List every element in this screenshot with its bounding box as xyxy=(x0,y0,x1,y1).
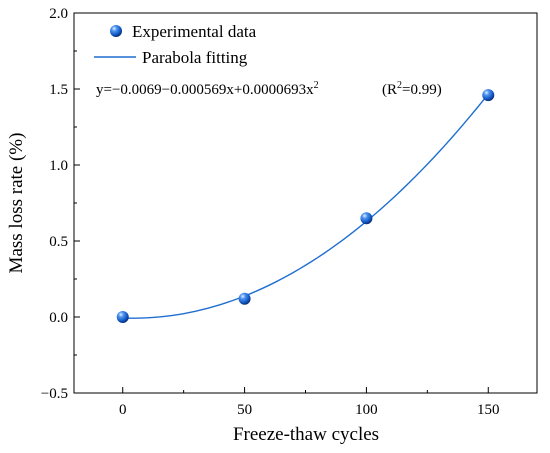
legend-label-experimental: Experimental data xyxy=(132,22,257,41)
fit-equation-text: y=−0.0069−0.000569x+0.0000693x2 xyxy=(96,80,319,98)
r-squared-exponent: 2 xyxy=(397,80,402,91)
y-tick-label: 1.0 xyxy=(49,158,68,174)
y-tick-label: 0.0 xyxy=(49,310,68,326)
y-tick-label: 0.5 xyxy=(49,234,68,250)
fit-equation-body: y=−0.0069−0.000569x+0.0000693x xyxy=(96,82,314,98)
y-axis-ticks: −0.5 0.0 0.5 1.0 1.5 2.0 xyxy=(41,6,80,402)
data-point xyxy=(482,89,495,102)
x-axis-ticks: 0 50 100 150 xyxy=(119,387,500,418)
x-tick-label: 150 xyxy=(477,402,500,418)
x-tick-label: 0 xyxy=(119,402,127,418)
y-tick-label: 2.0 xyxy=(49,6,68,22)
fit-equation: y=−0.0069−0.000569x+0.0000693x2 (R2=0.99… xyxy=(96,80,442,98)
y-tick-label: 1.5 xyxy=(49,82,68,98)
data-point xyxy=(360,212,373,225)
fit-curve-line xyxy=(122,93,489,319)
r-squared-open: (R xyxy=(382,82,397,98)
legend-label-fitting: Parabola fitting xyxy=(142,48,248,67)
legend-marker-experimental xyxy=(110,25,122,37)
legend: Experimental data Parabola fitting xyxy=(94,22,257,67)
x-tick-label: 50 xyxy=(237,402,252,418)
x-tick-label: 100 xyxy=(355,402,378,418)
r-squared-close: =0.99) xyxy=(402,82,442,98)
plot-frame xyxy=(73,12,538,394)
r-squared-text: (R2=0.99) xyxy=(382,80,442,98)
x-axis-title: Freeze-thaw cycles xyxy=(233,424,379,445)
data-points xyxy=(116,89,495,323)
y-axis-title: Mass loss rate (%) xyxy=(6,133,27,274)
data-point xyxy=(238,292,251,305)
fit-equation-exponent: 2 xyxy=(314,80,319,91)
y-tick-label: −0.5 xyxy=(41,386,68,402)
data-point xyxy=(116,311,129,323)
